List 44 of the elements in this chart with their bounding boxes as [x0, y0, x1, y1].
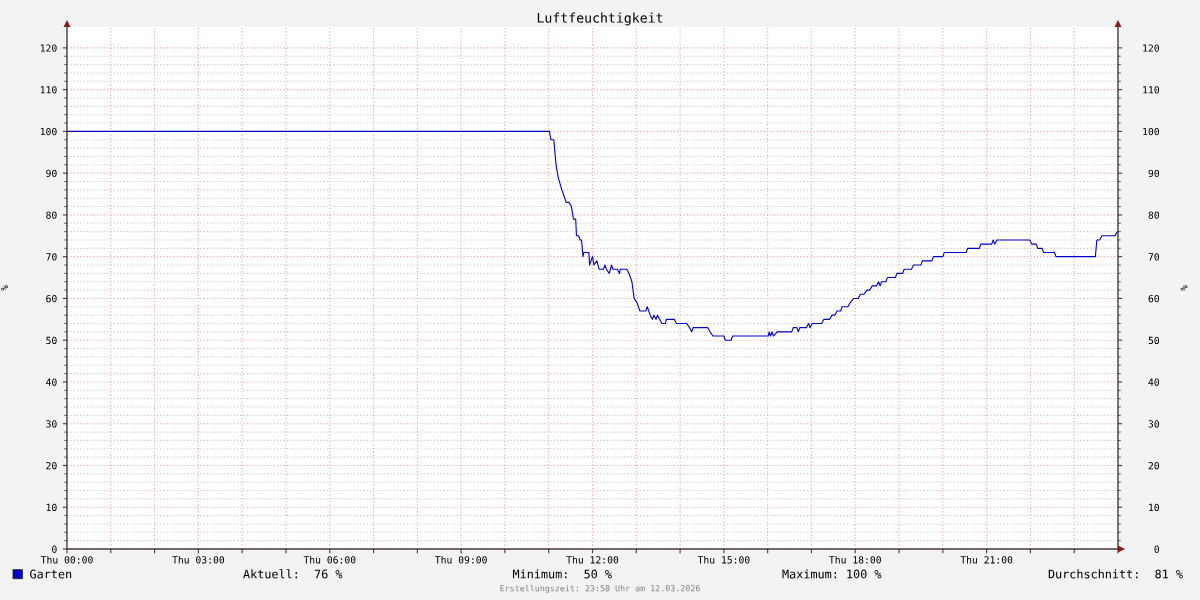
x-tick-label: Thu 15:00 — [697, 556, 750, 564]
y-tick-label: 90 — [46, 169, 57, 178]
x-tick-label: Thu 09:00 — [435, 556, 487, 564]
y2-tick-label: 50 — [1148, 336, 1160, 345]
text: Maximum: 100 % — [782, 569, 882, 579]
y2-tick-label: 30 — [1148, 420, 1160, 428]
y2-tick-label: 0 — [1154, 545, 1160, 553]
y-tick-label: 30 — [46, 420, 57, 428]
y-tick-label: 80 — [46, 211, 57, 219]
y-tick-label: 40 — [46, 378, 57, 386]
y-tick-label: 120 — [40, 44, 57, 52]
chart-title: Luftfeuchtigkeit — [537, 12, 663, 26]
text: Aktuell: 76 % — [243, 569, 343, 579]
y-tick-label: 50 — [46, 336, 57, 345]
y2-tick-label: 100 — [1143, 127, 1160, 136]
y2-tick-label: 60 — [1148, 294, 1160, 303]
x-tick-label: Thu 06:00 — [303, 556, 356, 564]
y2-tick-label: 110 — [1143, 86, 1160, 94]
y-tick-label: 100 — [40, 127, 57, 136]
y-tick-label: 0 — [52, 545, 57, 553]
y2-tick-label: 10 — [1149, 503, 1160, 512]
x-tick-label: Thu 03:00 — [172, 556, 225, 564]
x-tick-label: Thu 21:00 — [960, 556, 1013, 564]
y2-axis-title: % — [1180, 285, 1188, 291]
line-series — [67, 130, 1118, 341]
text: Minimum: 50 % — [513, 569, 612, 579]
legend-label: Garten — [30, 569, 72, 579]
y-tick-label: 70 — [46, 253, 57, 261]
y2-tick-label: 70 — [1148, 253, 1160, 261]
y2-tick-label: 80 — [1148, 211, 1160, 219]
y-tick-label: 60 — [46, 294, 57, 303]
text: Erstellungszeit: 23:58 Uhr am 12.03.2026 — [500, 584, 700, 594]
y-tick-label: 20 — [46, 461, 57, 470]
x-tick-label: Thu 00:00 — [40, 556, 93, 564]
y2-tick-label: 120 — [1143, 44, 1160, 52]
x-tick-label: Thu 12:00 — [566, 556, 619, 564]
y-axis-title: % — [1, 285, 8, 291]
text: Durchschnitt: 81 % — [1048, 569, 1183, 579]
y2-tick-label: 90 — [1148, 169, 1160, 178]
y2-tick-label: 40 — [1148, 378, 1160, 386]
y2-tick-label: 20 — [1148, 461, 1160, 470]
y-tick-label: 110 — [40, 86, 57, 94]
x-tick-label: Thu 18:00 — [829, 556, 881, 564]
y-tick-label: 10 — [46, 503, 57, 512]
